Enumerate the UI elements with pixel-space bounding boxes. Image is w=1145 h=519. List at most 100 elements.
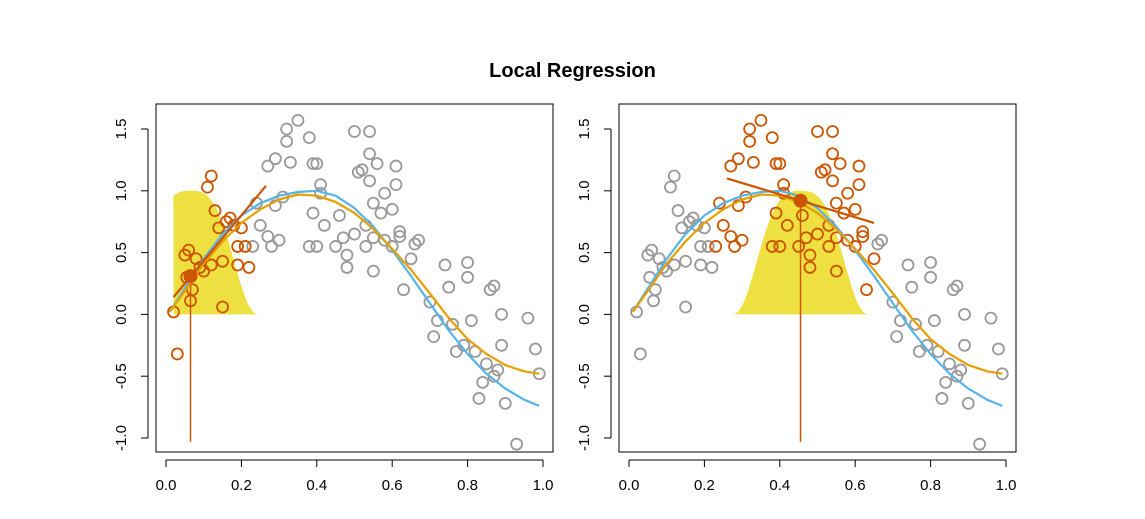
data-point-in-window	[216, 300, 229, 314]
data-point-in-window	[792, 240, 806, 253]
data-point-gray	[306, 157, 320, 171]
data-point-gray	[253, 219, 267, 232]
data-point-gray	[366, 196, 380, 210]
data-point-in-window	[731, 152, 745, 166]
data-point-in-window	[773, 157, 787, 171]
x-tick-label: 0.4	[306, 477, 327, 494]
data-point-in-window	[216, 254, 229, 268]
data-point-in-window	[769, 157, 783, 171]
data-point-gray	[366, 264, 380, 278]
y-tick-label: -1.0	[576, 425, 593, 451]
data-point-gray	[694, 258, 708, 272]
data-point-in-window	[212, 221, 226, 235]
data-point-gray	[905, 280, 919, 294]
data-point-in-window	[856, 230, 870, 243]
x-tick-label: 0.8	[457, 477, 478, 494]
data-point-gray	[667, 169, 681, 183]
data-point-gray	[675, 221, 689, 235]
data-point-gray	[404, 252, 418, 266]
data-point-gray	[461, 256, 475, 269]
data-point-gray	[333, 209, 346, 222]
chart-title: Local Regression	[489, 60, 656, 82]
data-point-in-window	[826, 125, 839, 138]
data-point-gray	[671, 204, 685, 217]
y-tick-label: 0.0	[576, 304, 593, 325]
data-point-in-window	[170, 347, 184, 361]
data-point-gray	[487, 279, 501, 293]
data-point-gray	[280, 122, 294, 136]
data-point-gray	[310, 240, 324, 253]
data-point-in-window	[803, 261, 817, 274]
panel-right: 0.0 0.2 0.4 0.6 0.8 1.0 -1.0 -0.5 0.0 0.5 1.0 1.5	[576, 103, 1017, 494]
data-point-gray	[667, 258, 681, 272]
data-point-gray	[317, 219, 331, 232]
y-tick-label: 0.5	[113, 242, 130, 263]
data-point-gray	[958, 338, 971, 352]
data-point-gray	[374, 206, 388, 220]
data-point-gray	[871, 237, 885, 251]
data-point-in-window	[829, 264, 843, 278]
data-point-in-window	[856, 225, 870, 238]
local-regression-fit-curve	[631, 193, 1003, 375]
data-point-gray	[633, 347, 647, 361]
data-point-gray	[510, 437, 524, 451]
data-point-in-window	[765, 240, 779, 253]
data-point-gray	[935, 392, 949, 405]
data-point-in-window	[773, 240, 787, 253]
data-point-gray	[363, 147, 376, 161]
data-point-in-window	[709, 240, 723, 253]
data-point-in-window	[743, 122, 757, 136]
data-point-gray	[280, 134, 294, 148]
data-point-gray	[694, 240, 708, 253]
data-point-gray	[370, 157, 384, 171]
data-point-gray	[464, 314, 478, 327]
target-fit-point	[183, 269, 198, 284]
x-tick-label: 0.4	[769, 477, 790, 494]
data-point-gray	[682, 215, 696, 229]
data-point-in-window	[841, 186, 855, 200]
data-point-in-window	[818, 163, 832, 177]
data-point-gray	[647, 294, 660, 308]
data-point-gray	[427, 330, 441, 344]
data-point-gray	[310, 157, 324, 171]
data-point-gray	[943, 357, 956, 371]
y-tick-label: 0.5	[576, 242, 593, 263]
data-point-gray	[954, 363, 968, 377]
data-point-gray	[901, 258, 915, 272]
data-point-in-window	[822, 240, 836, 253]
data-point-in-window	[780, 219, 794, 232]
data-point-gray	[909, 317, 922, 331]
data-point-gray	[992, 342, 1005, 356]
x-tick-label: 0.6	[845, 477, 866, 494]
data-point-gray	[348, 125, 361, 138]
data-point-gray	[480, 357, 493, 371]
data-point-gray	[268, 199, 282, 213]
data-point-in-window	[799, 231, 813, 245]
data-point-in-window	[735, 233, 749, 247]
data-point-in-window	[852, 178, 866, 192]
data-point-gray	[363, 174, 376, 188]
data-point-gray	[664, 180, 677, 194]
data-point-gray	[389, 159, 403, 173]
data-point-gray	[291, 113, 305, 127]
data-point-in-window	[777, 178, 790, 192]
data-point-in-window	[219, 215, 233, 229]
plot-frame	[155, 103, 554, 453]
data-point-gray	[314, 178, 327, 192]
data-point-gray	[284, 155, 297, 169]
data-point-gray	[498, 396, 512, 410]
data-point-gray	[393, 225, 407, 238]
data-point-gray	[397, 283, 410, 297]
data-point-in-window	[852, 159, 866, 173]
data-point-in-window	[769, 206, 783, 220]
x-tick-label: 0.0	[156, 477, 177, 494]
data-point-gray	[939, 375, 953, 389]
data-point-gray	[491, 363, 505, 377]
local-regression-fit-curve	[168, 193, 540, 375]
data-point-gray	[442, 280, 456, 294]
data-point-in-window	[204, 258, 218, 272]
data-point-gray	[246, 240, 260, 253]
data-point-gray	[984, 311, 998, 325]
